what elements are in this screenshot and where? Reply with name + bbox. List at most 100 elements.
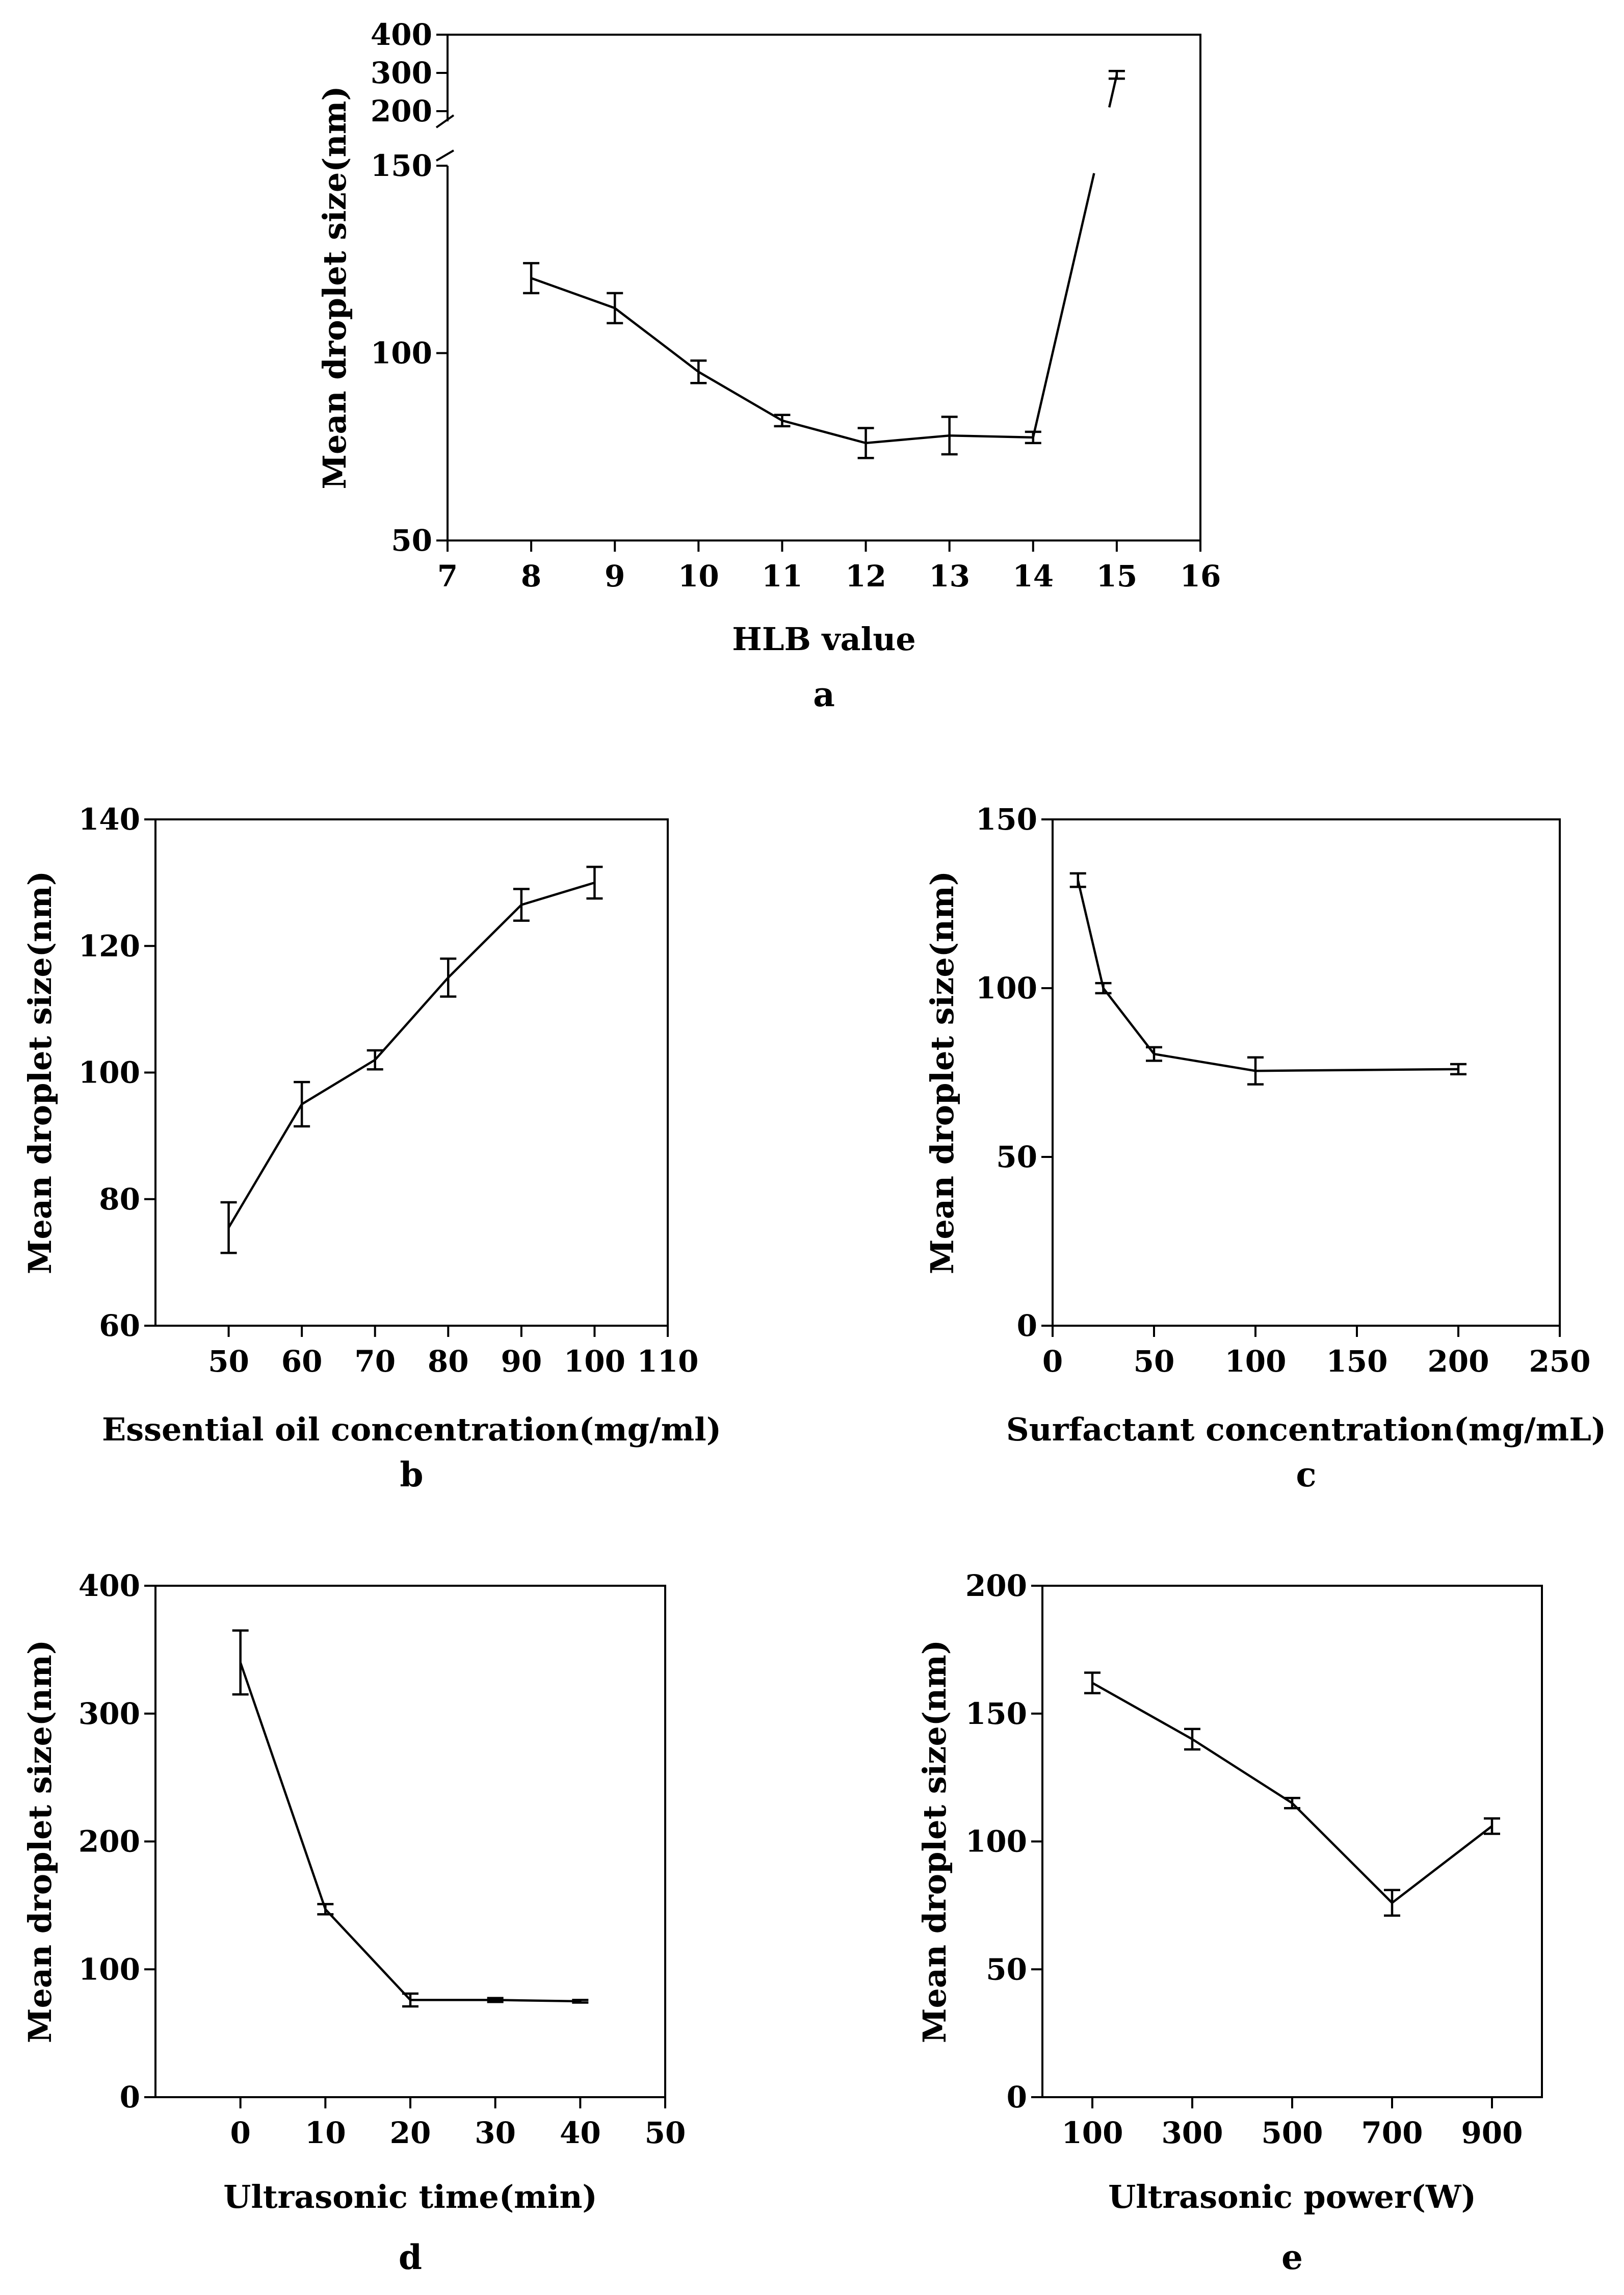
error-bar — [1184, 1727, 1200, 1751]
x-tick-label: 30 — [475, 2116, 516, 2150]
y-tick-label: 300 — [371, 56, 432, 90]
error-bar — [690, 359, 707, 384]
y-tick-label: 200 — [965, 1568, 1027, 1603]
series-line — [1032, 173, 1095, 438]
x-tick-label: 150 — [1326, 1344, 1387, 1379]
error-bar — [440, 957, 457, 998]
error-bar — [1484, 1817, 1500, 1835]
panel-letter: e — [1281, 2237, 1303, 2277]
x-tick-label: 500 — [1261, 2116, 1323, 2150]
y-tick-label: 300 — [78, 1696, 140, 1731]
y-tick-label: 100 — [371, 336, 432, 371]
error-bar — [513, 888, 530, 922]
y-axis-label: Mean droplet size(nm) — [316, 86, 353, 489]
y-tick-label: 200 — [78, 1824, 140, 1859]
error-bar — [941, 416, 958, 456]
x-tick-label: 700 — [1361, 2116, 1423, 2150]
y-tick-label: 150 — [371, 148, 432, 183]
x-tick-label: 10 — [305, 2116, 346, 2150]
x-tick-label: 14 — [1012, 559, 1054, 594]
x-tick-label: 15 — [1096, 559, 1138, 594]
chart-panel-c — [1041, 818, 1561, 1337]
error-bar — [1247, 1056, 1264, 1086]
y-tick-label: 0 — [1007, 2080, 1027, 2115]
y-axis-label: Mean droplet size(nm) — [21, 871, 59, 1274]
x-tick-label: 110 — [637, 1344, 698, 1379]
series-line — [239, 1662, 581, 2003]
panel-letter: a — [813, 675, 835, 714]
x-tick-label: 13 — [929, 559, 970, 594]
x-axis-label: Ultrasonic time(min) — [223, 2178, 597, 2215]
series-line — [227, 881, 595, 1228]
plot-frame — [1052, 818, 1561, 1327]
series-line — [1077, 880, 1459, 1072]
axis-break-mark — [435, 114, 455, 128]
x-tick-label: 16 — [1180, 559, 1221, 594]
y-tick-label: 100 — [78, 1952, 140, 1987]
x-tick-label: 12 — [845, 559, 886, 594]
x-tick-label: 0 — [1042, 1344, 1063, 1379]
y-tick-label: 400 — [78, 1568, 140, 1603]
error-bar — [1284, 1796, 1300, 1810]
y-tick-label: 50 — [986, 1952, 1027, 1987]
x-tick-label: 50 — [208, 1344, 249, 1379]
chart-panel-d — [144, 1585, 666, 2108]
error-bar — [586, 865, 603, 900]
y-tick-label: 120 — [78, 929, 140, 963]
x-axis-label: Ultrasonic power(W) — [1108, 2178, 1476, 2215]
error-bar — [232, 1629, 249, 1696]
error-bar — [1069, 872, 1086, 888]
series-line — [1091, 1682, 1493, 1904]
y-tick-label: 150 — [965, 1696, 1027, 1731]
chart-panel-a — [435, 34, 1201, 552]
y-tick-label: 50 — [996, 1140, 1037, 1174]
y-tick-label: 80 — [99, 1182, 140, 1217]
x-axis-label: HLB value — [732, 621, 915, 658]
error-bar — [523, 262, 540, 295]
y-tick-label: 100 — [965, 1824, 1027, 1859]
error-bar — [402, 1992, 418, 2008]
error-bar — [294, 1080, 310, 1128]
error-bar — [572, 1999, 589, 2004]
x-tick-label: 40 — [560, 2116, 601, 2150]
x-tick-label: 80 — [428, 1344, 469, 1379]
y-tick-label: 100 — [976, 971, 1037, 1005]
x-tick-label: 7 — [437, 559, 458, 594]
y-tick-label: 0 — [1017, 1308, 1037, 1343]
plot-frame — [1041, 1585, 1543, 2098]
error-bar — [1084, 1671, 1101, 1694]
x-tick-label: 9 — [605, 559, 625, 594]
series-line — [1108, 74, 1118, 108]
y-tick-label: 50 — [391, 523, 432, 558]
x-tick-label: 100 — [1224, 1344, 1286, 1379]
chart-panel-b — [144, 818, 669, 1337]
error-bar — [1450, 1063, 1466, 1076]
x-tick-label: 100 — [564, 1344, 625, 1379]
error-bar — [857, 427, 874, 459]
x-tick-label: 300 — [1161, 2116, 1223, 2150]
x-axis-label: Surfactant concentration(mg/mL) — [1006, 1411, 1606, 1448]
x-tick-label: 0 — [230, 2116, 250, 2150]
plot-frame — [448, 34, 1201, 541]
y-axis-label: Mean droplet size(nm) — [916, 1640, 953, 2043]
y-tick-label: 200 — [371, 94, 432, 128]
error-bar — [487, 1997, 504, 2003]
x-tick-label: 250 — [1529, 1344, 1590, 1379]
error-bar — [1095, 982, 1112, 995]
x-tick-label: 10 — [678, 559, 719, 594]
x-tick-label: 900 — [1461, 2116, 1523, 2150]
x-tick-label: 8 — [521, 559, 541, 594]
x-tick-label: 60 — [281, 1344, 323, 1379]
error-bar — [1384, 1889, 1400, 1917]
error-bar — [317, 1903, 334, 1916]
chart-panel-e — [1031, 1585, 1543, 2108]
error-bar — [366, 1049, 383, 1071]
axis-break-mark — [435, 149, 455, 162]
plot-frame — [154, 818, 669, 1327]
y-tick-label: 0 — [120, 2080, 140, 2115]
y-axis-label: Mean droplet size(nm) — [924, 871, 961, 1274]
y-axis-label: Mean droplet size(nm) — [21, 1640, 59, 2043]
error-bar — [1146, 1046, 1162, 1062]
plot-frame — [154, 1585, 666, 2098]
